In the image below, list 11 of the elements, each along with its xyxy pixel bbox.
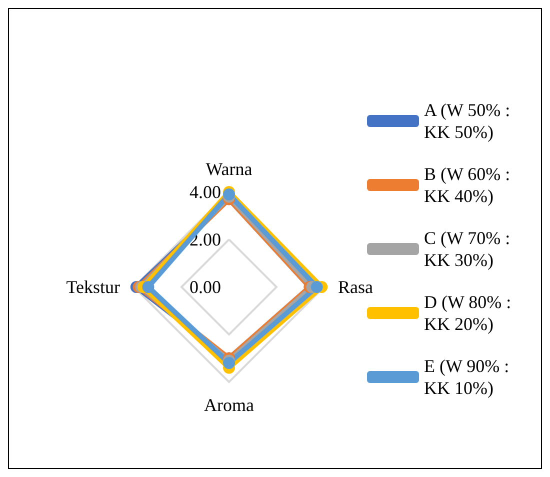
- legend-label: D (W 80% : KK 20%): [424, 292, 516, 334]
- legend-label: A (W 50% : KK 50%): [424, 100, 515, 142]
- y-tick-label: 4.00: [190, 182, 221, 202]
- spoke-label: Rasa: [338, 277, 373, 297]
- y-tick-label: 0.00: [190, 277, 221, 297]
- legend-label: E (W 90% : KK 10%): [424, 356, 514, 398]
- legend-label: B (W 60% : KK 40%): [424, 164, 515, 206]
- spoke-label: Aroma: [204, 395, 254, 415]
- legend-label: C (W 70% : KK 30%): [424, 228, 515, 270]
- spoke-label: Warna: [206, 159, 252, 179]
- spoke-label: Tekstur: [66, 277, 120, 297]
